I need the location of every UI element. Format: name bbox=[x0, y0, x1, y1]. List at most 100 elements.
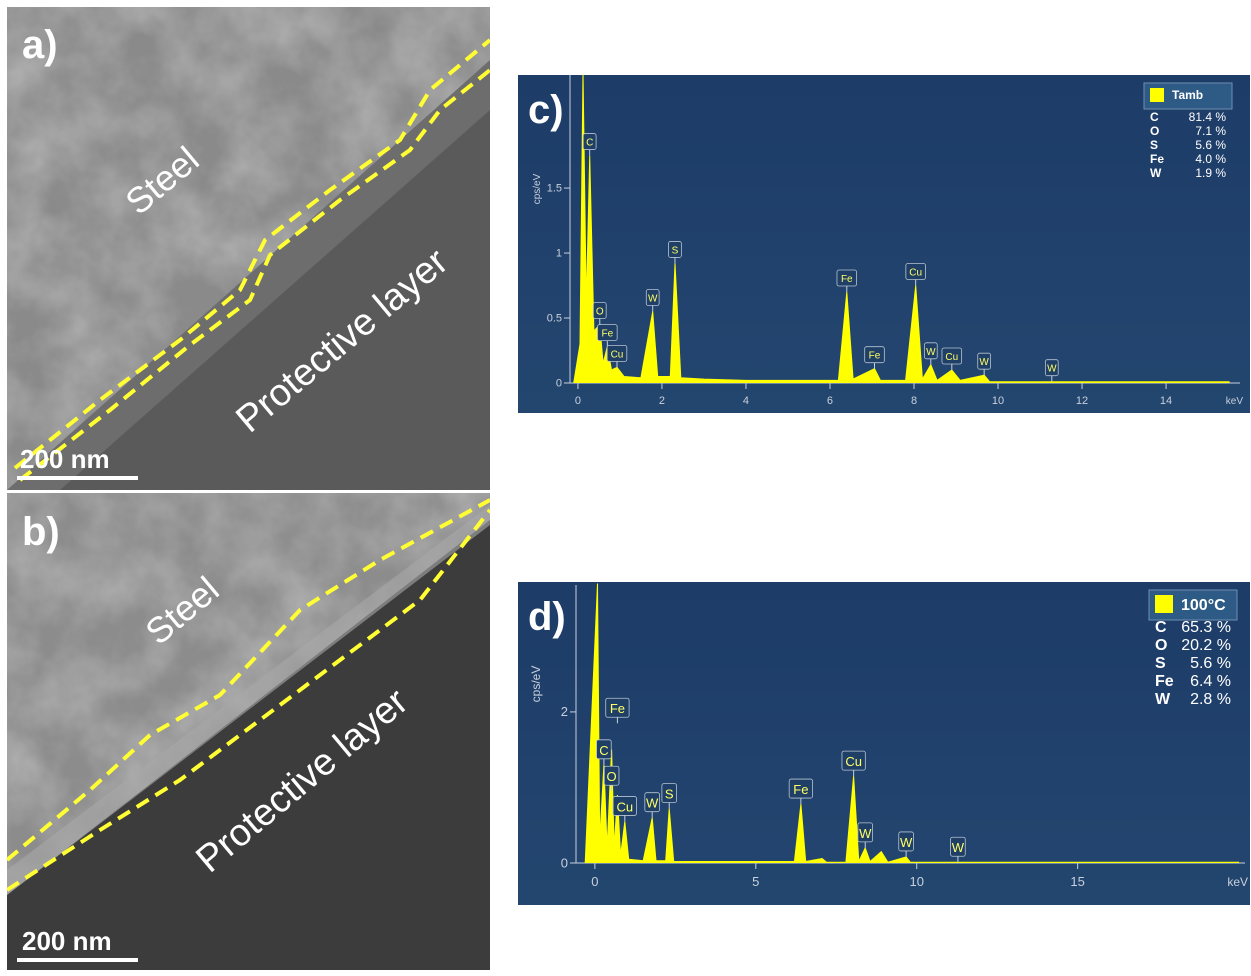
peak-label: S bbox=[665, 787, 674, 802]
scale-label: 200 nm bbox=[20, 444, 110, 474]
peak-label-box bbox=[596, 739, 612, 760]
composition-value: 2.8 % bbox=[1190, 691, 1231, 708]
tem-image-a: Steel Protective layer a) 200 nm bbox=[7, 7, 490, 490]
peak-label: Cu bbox=[845, 754, 862, 769]
peak-label: Fe bbox=[793, 782, 808, 797]
x-tick-label: 10 bbox=[992, 395, 1004, 407]
composition-element: W bbox=[1155, 691, 1171, 708]
peak-label-box bbox=[597, 324, 618, 342]
peak-label-box bbox=[857, 822, 873, 843]
peak-label: S bbox=[672, 245, 679, 256]
peak-label-box bbox=[605, 697, 630, 718]
x-axis-label: keV bbox=[1226, 396, 1244, 407]
composition-value: 5.6 % bbox=[1195, 138, 1226, 152]
x-tick-label: 8 bbox=[911, 395, 917, 407]
peak-label-box bbox=[645, 289, 660, 306]
peak-label: C bbox=[599, 743, 608, 758]
x-axis-label: keV bbox=[1227, 875, 1248, 889]
tem-image-b: Steel Protective layer b) 200 nm bbox=[7, 493, 490, 970]
y-tick-label: 0.5 bbox=[547, 313, 562, 325]
peak-label-box bbox=[941, 347, 963, 365]
y-tick-label: 0 bbox=[556, 378, 562, 390]
peak-label-box bbox=[606, 345, 628, 362]
composition-value: 20.2 % bbox=[1181, 637, 1231, 654]
composition-value: 81.4 % bbox=[1189, 110, 1227, 124]
composition-element: C bbox=[1150, 110, 1159, 124]
peak-label: W bbox=[1047, 364, 1057, 375]
peak-label: W bbox=[900, 835, 913, 850]
peak-label-box bbox=[1044, 359, 1059, 377]
composition-value: 1.9 % bbox=[1195, 166, 1226, 180]
peak-label: W bbox=[952, 840, 965, 855]
x-tick-label: 0 bbox=[591, 874, 598, 889]
composition-element: C bbox=[1155, 619, 1167, 636]
peak-label-box bbox=[603, 765, 620, 786]
composition-element: S bbox=[1155, 655, 1166, 672]
x-tick-label: 12 bbox=[1076, 395, 1088, 407]
peak-label-box bbox=[661, 783, 677, 804]
composition-value: 4.0 % bbox=[1195, 152, 1226, 166]
y-tick-label: 0 bbox=[561, 855, 568, 870]
peak-label: W bbox=[859, 826, 872, 841]
peak-label: W bbox=[648, 294, 658, 305]
y-tick-label: 1 bbox=[556, 248, 562, 260]
x-tick-label: 10 bbox=[909, 874, 923, 889]
eds-chart: 0 5 10 15 0 2 keV cps/eV 100°C C 65.3 % O 20.2 % S 5.6… bbox=[518, 582, 1250, 905]
peak-label-box bbox=[836, 269, 858, 287]
x-tick-label: 4 bbox=[743, 395, 749, 407]
panel-label: d) bbox=[528, 595, 566, 639]
peak-label-box bbox=[864, 346, 885, 364]
peak-label: Fe bbox=[869, 351, 881, 362]
x-tick-label: 2 bbox=[659, 395, 665, 407]
peak-label: O bbox=[607, 769, 617, 784]
spectrum-area bbox=[584, 583, 1240, 863]
peak-label-box bbox=[950, 836, 966, 857]
peak-label-box bbox=[898, 831, 914, 852]
peak-label: Cu bbox=[909, 268, 922, 279]
peak-label: Cu bbox=[611, 349, 624, 360]
peak-label: Fe bbox=[601, 329, 613, 340]
x-tick-label: 0 bbox=[575, 395, 581, 407]
peak-label-box bbox=[592, 302, 607, 319]
peak-label: W bbox=[926, 347, 936, 358]
peak-label-box bbox=[788, 778, 813, 799]
peak-label-box bbox=[612, 796, 637, 816]
composition-element: O bbox=[1155, 637, 1167, 654]
y-axis-label: cps/eV bbox=[532, 173, 543, 204]
composition-element: Fe bbox=[1155, 673, 1174, 690]
x-tick-label: 6 bbox=[827, 395, 833, 407]
peak-label-box bbox=[582, 133, 597, 150]
panel-label: a) bbox=[22, 23, 58, 67]
peak-label-box bbox=[905, 263, 926, 280]
peak-label: Cu bbox=[617, 799, 634, 814]
legend-swatch bbox=[1150, 88, 1164, 102]
plot-background bbox=[518, 582, 1250, 905]
legend-label: 100°C bbox=[1181, 597, 1226, 614]
composition-value: 5.6 % bbox=[1190, 655, 1231, 672]
panel-label: b) bbox=[22, 510, 60, 554]
composition-element: Fe bbox=[1150, 152, 1164, 166]
peak-label: Cu bbox=[945, 352, 958, 363]
x-tick-label: 5 bbox=[752, 874, 759, 889]
y-tick-label: 1.5 bbox=[547, 183, 562, 195]
composition-element: O bbox=[1150, 124, 1159, 138]
composition-element: W bbox=[1150, 166, 1162, 180]
scale-label: 200 nm bbox=[22, 926, 112, 956]
composition-value: 65.3 % bbox=[1181, 619, 1231, 636]
peak-label: C bbox=[586, 138, 593, 149]
y-axis-label: cps/eV bbox=[529, 666, 543, 703]
x-tick-label: 14 bbox=[1160, 395, 1172, 407]
peak-label: Fe bbox=[841, 274, 853, 285]
peak-label: Fe bbox=[610, 701, 625, 716]
panel-label: c) bbox=[528, 88, 564, 132]
composition-value: 6.4 % bbox=[1190, 673, 1231, 690]
legend-label: Tamb bbox=[1172, 88, 1203, 102]
eds-chart: 0 2 4 6 8 10 12 14 0 0.5 1 1.5 keV cps/eV Tamb C 81.4 % O… bbox=[518, 75, 1250, 413]
peak-label-box bbox=[977, 352, 991, 370]
peak-label-box bbox=[644, 792, 660, 813]
peak-label: W bbox=[646, 796, 659, 811]
peak-label: O bbox=[596, 307, 604, 318]
composition-value: 7.1 % bbox=[1195, 124, 1226, 138]
composition-element: S bbox=[1150, 138, 1158, 152]
